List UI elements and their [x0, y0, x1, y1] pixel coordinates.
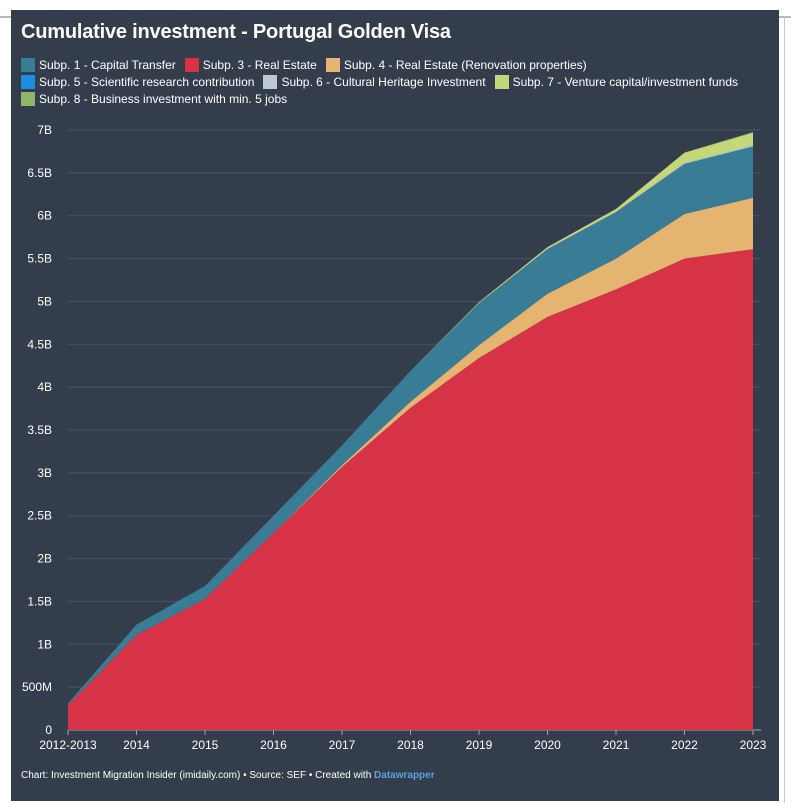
legend-row: Subp. 5 - Scientific research contributi…: [21, 73, 771, 90]
y-tick-label: 7B: [37, 123, 52, 137]
y-tick-label: 3B: [37, 466, 52, 480]
area-series-2: [68, 197, 753, 706]
y-tick-label: 1.5B: [27, 594, 52, 608]
legend-swatch: [21, 57, 35, 72]
x-tick-label: 2023: [740, 738, 767, 752]
legend-label: Subp. 7 - Venture capital/investment fun…: [512, 74, 739, 89]
legend-item: Subp. 8 - Business investment with min. …: [21, 91, 288, 106]
legend-item: Subp. 7 - Venture capital/investment fun…: [494, 74, 739, 89]
area-series-3: [68, 147, 753, 706]
y-tick-label: 2B: [37, 552, 52, 566]
y-tick-label: 0: [45, 723, 52, 737]
x-axis-ticks: 2012-2013 2014 2015 2016 2017 2018 2019 2020 202…: [39, 730, 767, 752]
legend-label: Subp. 4 - Real Estate (Renovation proper…: [343, 57, 587, 72]
legend-swatch: [21, 74, 35, 89]
y-tick-label: 5B: [37, 294, 52, 308]
x-tick-label: 2012-2013: [39, 738, 97, 752]
legend-row: Subp. 1 - Capital Transfer Subp. 3 - Real…: [21, 56, 771, 73]
legend-row: Subp. 8 - Business investment with min. …: [21, 90, 771, 107]
datawrapper-link[interactable]: Datawrapper: [374, 770, 435, 781]
x-tick-label: 2016: [260, 738, 287, 752]
chart-title: Cumulative investment - Portugal Golden …: [21, 21, 451, 43]
legend-swatch: [494, 74, 509, 89]
legend-swatch: [184, 57, 199, 72]
x-tick-label: 2020: [534, 738, 561, 752]
legend-label: Subp. 5 - Scientific research contributi…: [39, 74, 255, 89]
legend-label: Subp. 8 - Business investment with min. …: [39, 91, 288, 106]
legend-swatch: [325, 57, 340, 72]
y-tick-label: 4.5B: [27, 337, 52, 351]
x-tick-label: 2017: [329, 738, 356, 752]
legend-swatch: [21, 91, 35, 106]
legend-item: Subp. 5 - Scientific research contributi…: [21, 74, 255, 89]
y-tick-label: 3.5B: [27, 423, 52, 437]
legend-item: Subp. 1 - Capital Transfer: [21, 57, 176, 72]
y-tick-label: 500M: [22, 680, 52, 694]
legend-item: Subp. 4 - Real Estate (Renovation proper…: [325, 57, 587, 72]
legend-label: Subp. 3 - Real Estate: [202, 57, 317, 72]
x-tick-label: 2021: [603, 738, 630, 752]
footer-credit: Chart: Investment Migration Insider (imi…: [21, 770, 375, 781]
area-series: [68, 132, 753, 730]
x-tick-label: 2022: [671, 738, 698, 752]
y-tick-label: 4B: [37, 380, 52, 394]
chart-footer: Chart: Investment Migration Insider (imi…: [21, 770, 435, 781]
x-tick-label: 2018: [397, 738, 424, 752]
x-tick-label: 2015: [192, 738, 219, 752]
x-tick-label: 2014: [123, 738, 150, 752]
y-axis-ticks: 0 500M 1B 1.5B 2B 2.5B 3B 3.5B 4B 4.5B 5B 5.5B 6B 6.5…: [22, 123, 52, 737]
y-tick-label: 2.5B: [27, 509, 52, 523]
x-tick-label: 2019: [466, 738, 493, 752]
area-chart: 0 500M 1B 1.5B 2B 2.5B 3B 3.5B 4B 4.5B 5B 5.5B 6B 6.5…: [22, 123, 767, 752]
area-series-1: [68, 249, 753, 730]
legend-label: Subp. 1 - Capital Transfer: [39, 57, 176, 72]
legend-swatch: [263, 74, 278, 89]
legend-label: Subp. 6 - Cultural Heritage Investment: [281, 74, 486, 89]
y-tick-label: 6.5B: [27, 166, 52, 180]
y-tick-label: 6B: [37, 209, 52, 223]
chart-legend: Subp. 1 - Capital Transfer Subp. 3 - Real…: [21, 56, 771, 107]
legend-item: Subp. 6 - Cultural Heritage Investment: [263, 74, 486, 89]
chart-panel: Cumulative investment - Portugal Golden …: [11, 10, 779, 801]
y-tick-label: 1B: [37, 637, 52, 651]
legend-item: Subp. 3 - Real Estate: [184, 57, 317, 72]
page-side-rule: [784, 16, 785, 803]
y-tick-label: 5.5B: [27, 252, 52, 266]
